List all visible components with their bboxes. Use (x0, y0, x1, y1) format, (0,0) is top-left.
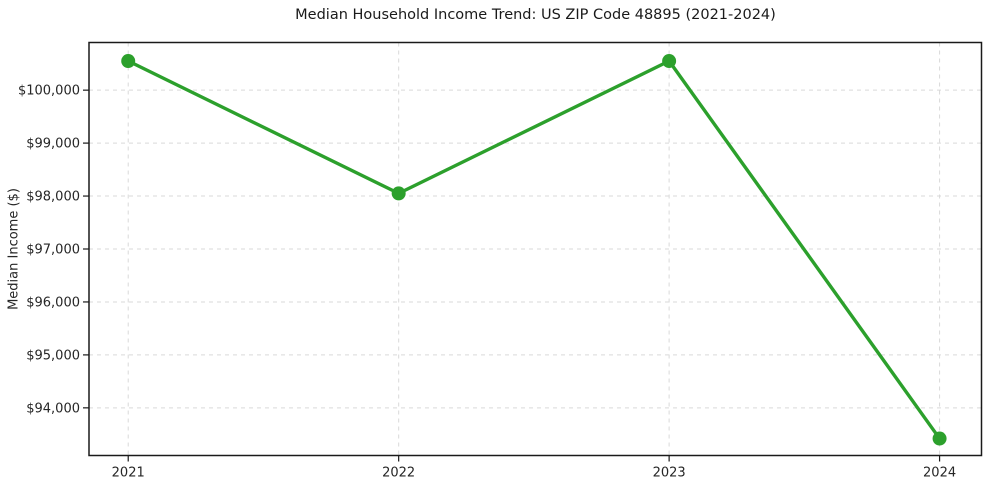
data-point (121, 54, 136, 69)
x-tick-label: 2021 (112, 466, 145, 481)
data-point (662, 54, 677, 69)
y-tick-label: $96,000 (26, 295, 80, 310)
data-point (391, 186, 406, 201)
data-point (932, 431, 947, 446)
chart-title: Median Household Income Trend: US ZIP Co… (295, 7, 776, 23)
x-tick-label: 2023 (653, 466, 686, 481)
y-tick-label: $95,000 (26, 348, 80, 363)
x-tick-label: 2022 (382, 466, 415, 481)
y-tick-label: $99,000 (26, 137, 80, 152)
y-tick-label: $97,000 (26, 243, 80, 258)
data-line (126, 59, 942, 441)
y-tick-label: $100,000 (18, 84, 80, 99)
plot-border (88, 41, 983, 457)
y-tick-label: $94,000 (26, 401, 80, 416)
y-tick-label: $98,000 (26, 190, 80, 205)
x-tick-label: 2024 (923, 466, 956, 481)
